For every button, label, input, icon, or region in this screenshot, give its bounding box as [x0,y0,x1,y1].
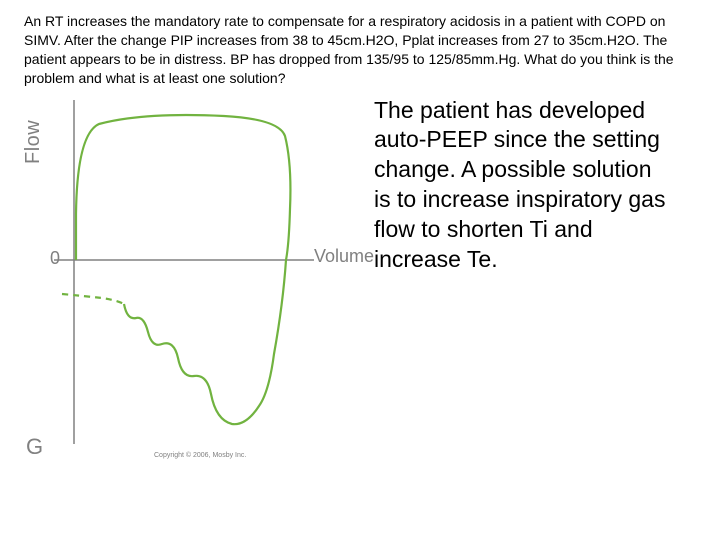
slide-page: An RT increases the mandatory rate to co… [0,0,720,540]
chart-svg [24,94,374,464]
inspiratory-curve [76,115,290,260]
content-row: Flow 0 Volume G Copyright © 2006, Mosby … [24,94,696,464]
y-axis-label: Flow [22,119,45,163]
copyright-text: Copyright © 2006, Mosby Inc. [154,452,246,459]
answer-text: The patient has developed auto-PEEP sinc… [374,94,674,275]
flow-volume-chart: Flow 0 Volume G Copyright © 2006, Mosby … [24,94,374,464]
dashed-curve [62,294,124,304]
zero-label: 0 [50,248,60,269]
expiratory-curve [124,260,286,424]
question-text: An RT increases the mandatory rate to co… [24,12,684,88]
x-axis-label: Volume [314,246,374,267]
panel-label: G [26,434,43,460]
